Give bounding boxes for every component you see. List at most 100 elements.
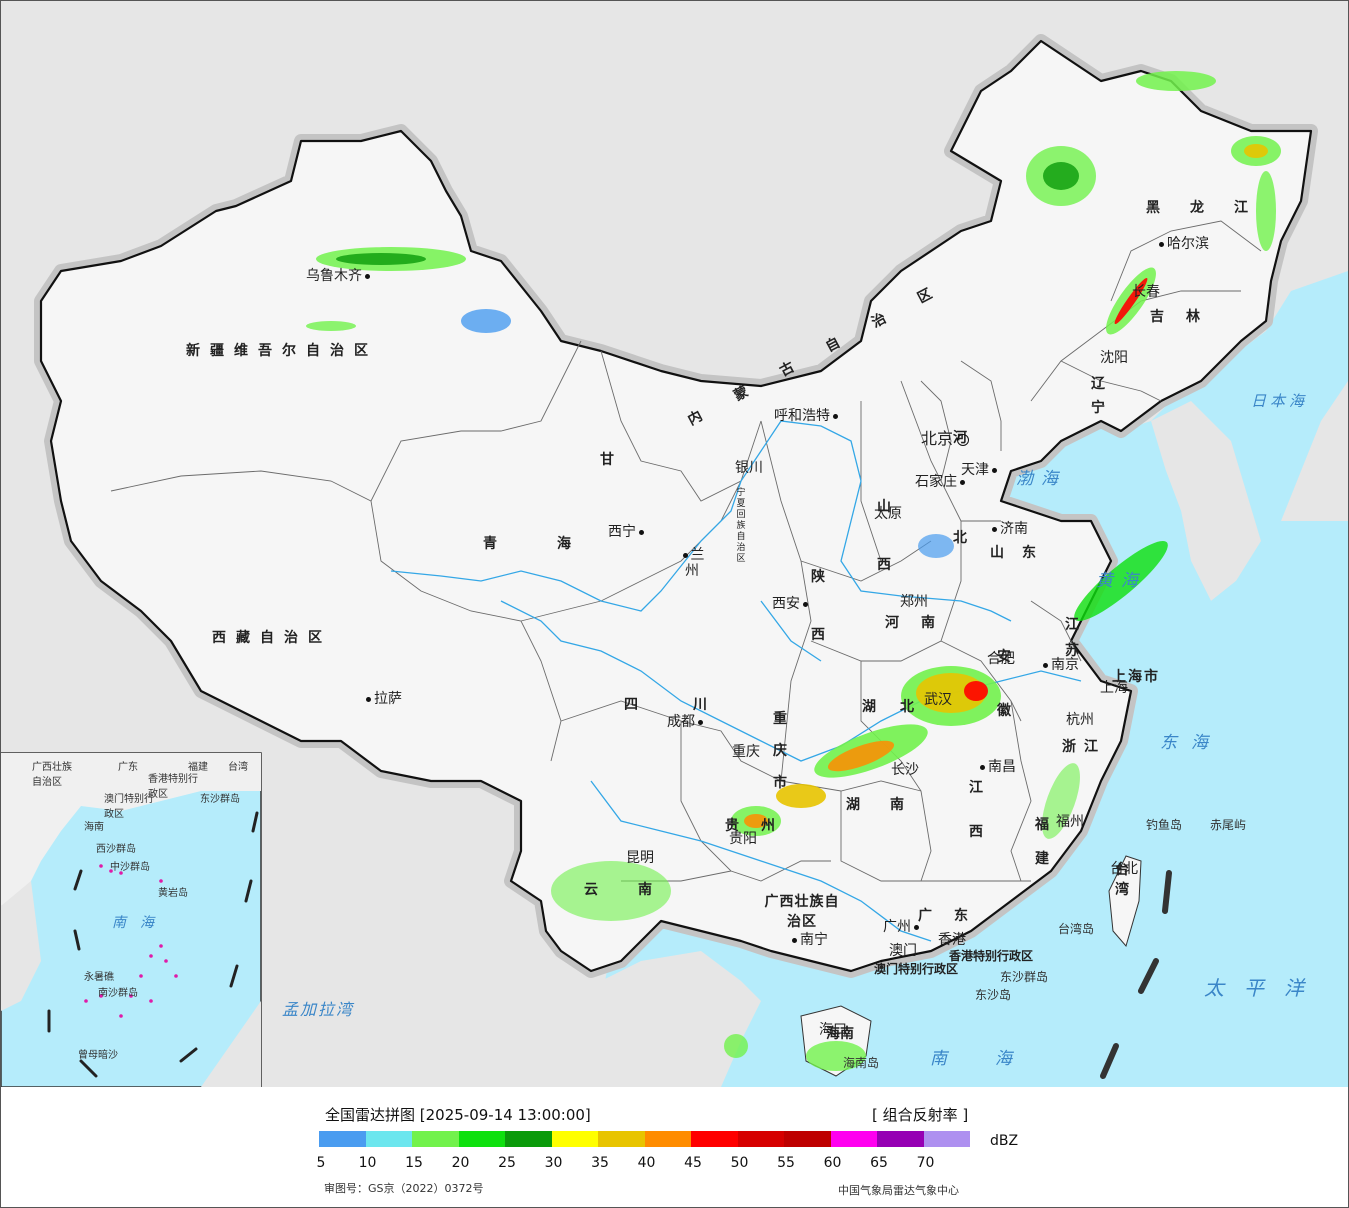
city-marker [792, 937, 797, 943]
province-label-henan: 河南 [885, 615, 957, 631]
inset-label-xisha: 西沙群岛 [96, 844, 136, 855]
province-label-macau: 澳门特别行政区 [874, 962, 959, 976]
legend-swatch [505, 1131, 552, 1147]
city-marker [833, 413, 838, 419]
city-zhengzhou: 郑州 [900, 594, 928, 610]
legend-swatch [412, 1131, 459, 1147]
legend-tick-label: 70 [916, 1155, 935, 1171]
east-sea [761, 431, 1348, 1087]
city-hangzhou: 杭州 [1066, 712, 1094, 728]
city-xian: 西安 [772, 596, 811, 612]
legend-tick-label: 30 [544, 1155, 563, 1171]
city-shanghai: 上海 [1100, 680, 1128, 696]
legend-tick-label: 5 [316, 1155, 326, 1171]
legend-tick-label: 60 [823, 1155, 842, 1171]
data-source: 中国气象局雷达气象中心 [838, 1184, 959, 1197]
city-marker [366, 696, 371, 702]
inset-label-guangdong: 广东 [118, 762, 138, 773]
legend-swatch [365, 1131, 412, 1147]
province-label-heilongjiang: 黑龙江 [1146, 200, 1278, 216]
city-wuhan: 武汉 [924, 692, 952, 708]
province-label-qinghai: 青海 [483, 536, 631, 552]
city-shenyang: 沈阳 [1100, 350, 1128, 366]
city-marker [803, 601, 808, 607]
city-lhasa: 拉萨 [363, 691, 402, 707]
city-shijiazhuang: 石家庄 [915, 474, 968, 490]
province-label-shanghai: 上海市 [1112, 669, 1160, 685]
legend-tick-label: 25 [498, 1155, 516, 1171]
legend-swatch [737, 1131, 784, 1147]
city-marker [698, 719, 703, 725]
city-kunming: 昆明 [626, 850, 654, 866]
dash-line [1100, 870, 1172, 1079]
legend-color-bar [319, 1131, 970, 1147]
legend-swatch [877, 1131, 924, 1147]
island-diaoyu: 钓鱼岛 [1146, 818, 1183, 832]
sea-label-ribenhai: 日本海 [1251, 392, 1309, 410]
city-marker [992, 467, 997, 473]
city-nanjing: 南京 [1040, 657, 1079, 673]
legend-swatch [551, 1131, 598, 1147]
legend-tick-label: 20 [451, 1155, 470, 1171]
city-marker [1043, 662, 1048, 668]
city-taiyuan: 太原 [874, 506, 902, 522]
legend-tick-label: 45 [684, 1155, 702, 1171]
inset-label-yongshu: 永暑礁 [84, 972, 114, 983]
city-haikou: 海口 [819, 1022, 847, 1038]
province-label-anhui: 安徽 [997, 649, 1011, 719]
island-chiwei: 赤尾屿 [1210, 818, 1247, 832]
island-taiwan-island: 台湾岛 [1058, 922, 1095, 936]
city-nanchang: 南昌 [977, 759, 1016, 775]
province-label-ningxia: 宁夏回族自治区 [736, 488, 746, 564]
province-label-fujian: 福建 [1035, 817, 1049, 867]
radar-map [1, 1, 1348, 1087]
legend-swatch [598, 1131, 645, 1147]
city-hongkong: 香港 [938, 932, 966, 948]
province-label-liaoning: 辽宁 [1091, 376, 1105, 416]
legend-unit: dBZ [990, 1133, 1019, 1149]
legend-swatch [784, 1131, 831, 1147]
province-label-shanxi: 山西 [877, 499, 891, 573]
city-nanning: 南宁 [789, 932, 828, 948]
city-macau: 澳门 [889, 943, 917, 959]
province-label-jiangsu: 江苏 [1065, 617, 1079, 659]
province-label-xinjiang: 新疆维吾尔自治区 [186, 343, 378, 359]
province-label-jilin: 吉林 [1150, 309, 1222, 325]
legend-title: 全国雷达拼图 [2025-09-14 13:00:00] [325, 1106, 591, 1124]
inset-label-zhongsha: 中沙群岛 [110, 862, 150, 873]
legend-tick-label: 15 [405, 1155, 423, 1171]
legend-product-name: [ 组合反射率 ] [872, 1106, 969, 1124]
island-hainan-island: 海南岛 [843, 1056, 880, 1070]
korea-peninsula [1151, 401, 1261, 601]
legend-tick-label: 55 [777, 1155, 795, 1171]
sea-label-bohai: 渤海 [1016, 469, 1066, 489]
city-marker [365, 273, 370, 279]
city-marker [960, 479, 965, 485]
province-label-shaanxi: 陕西 [811, 569, 825, 643]
sea-label-taipingyang: 太平洋 [1204, 976, 1324, 1000]
inset-label-zengmu: 曾母暗沙 [78, 1050, 118, 1061]
inset-label-macau: 澳门特别行政区 [104, 794, 154, 820]
legend-tick-label: 50 [730, 1155, 749, 1171]
city-guiyang: 贵阳 [729, 831, 757, 847]
city-marker [1159, 241, 1164, 247]
inset-label-nansha: 南沙群岛 [98, 988, 138, 999]
city-yinchuan: 银川 [735, 460, 763, 476]
province-label-hunan: 湖南 [846, 797, 934, 813]
inset-label-huangyan: 黄岩岛 [158, 888, 188, 899]
city-chengdu: 成都 [667, 714, 706, 730]
capital-marker [957, 433, 970, 446]
city-marker [992, 526, 997, 532]
legend-swatch [644, 1131, 691, 1147]
city-jinan: 济南 [989, 521, 1028, 537]
city-fuzhou: 福州 [1056, 814, 1084, 830]
city-marker [980, 764, 985, 770]
city-tianjin: 天津 [961, 462, 1000, 478]
city-marker [914, 924, 919, 930]
city-harbin: 哈尔滨 [1156, 236, 1209, 252]
province-label-guangdong: 广东 [918, 908, 990, 924]
sea-label-donghai: 东海 [1160, 733, 1222, 753]
province-label-shandong: 山东 [990, 545, 1054, 561]
china-land [39, 39, 1313, 973]
sea-label-huanghai: 黄海 [1096, 571, 1146, 591]
